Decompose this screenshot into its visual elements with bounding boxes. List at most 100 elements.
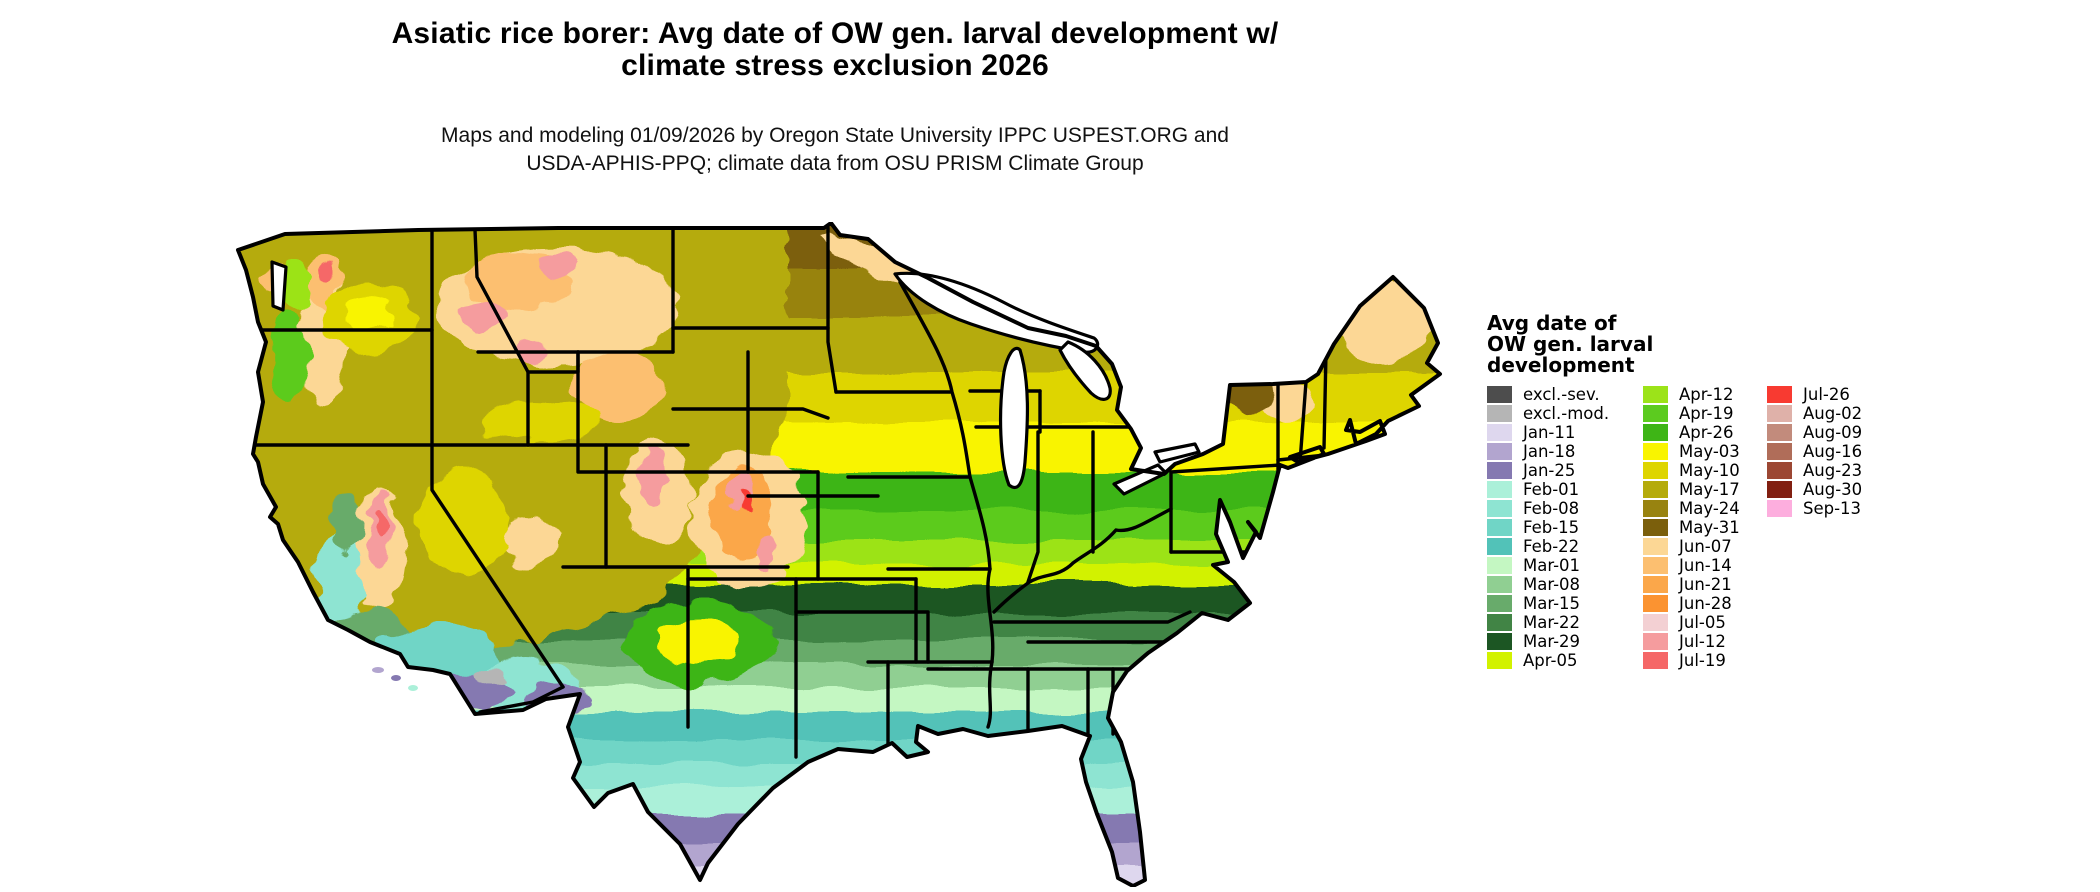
legend-label: Jan-25 [1523,461,1576,480]
legend-color-swatch [1487,481,1512,498]
legend-color-swatch [1487,614,1512,631]
legend-color-swatch [1643,481,1668,498]
legend-row: Jan-11 [1487,423,1643,442]
legend-row: Mar-15 [1487,594,1643,613]
legend-row: Mar-29 [1487,632,1643,651]
legend-label: Jan-11 [1523,423,1576,442]
legend-label: Sep-13 [1803,499,1862,518]
legend-label: May-10 [1679,461,1740,480]
legend-label: Apr-12 [1679,385,1734,404]
legend-row: Mar-08 [1487,575,1643,594]
legend-label: Aug-23 [1803,461,1863,480]
legend-label: Jun-28 [1679,594,1732,613]
legend-color-swatch [1643,443,1668,460]
legend-color-swatch [1643,557,1668,574]
title-line-1: Asiatic rice borer: Avg date of OW gen. … [391,17,1279,50]
puget-sound [270,260,288,312]
us-choropleth-map [228,221,1458,888]
channel-islands [372,667,418,691]
legend-row: Sep-13 [1767,499,1907,518]
legend-row: Jun-21 [1643,575,1767,594]
legend-columns: excl.-sev. excl.-mod. Jan-11 Jan-18 Jan-25 Fe… [1487,385,1957,670]
legend-color-swatch [1487,633,1512,650]
legend-row: Jan-18 [1487,442,1643,461]
legend-row: Mar-01 [1487,556,1643,575]
legend-color-swatch [1643,462,1668,479]
legend-row: excl.-mod. [1487,404,1643,423]
lake-huron [1058,340,1112,401]
legend-color-swatch [1767,500,1792,517]
legend-label: Jun-07 [1679,537,1732,556]
legend-row: Jul-26 [1767,385,1907,404]
legend-color-swatch [1487,595,1512,612]
legend-row: Aug-30 [1767,480,1907,499]
legend-column-3: Jul-26 Aug-02 Aug-09 Aug-16 Aug-23 Aug-30 Sep-… [1767,385,1907,670]
legend-row: Jun-28 [1643,594,1767,613]
legend-label: Mar-01 [1523,556,1581,575]
legend-color-swatch [1487,557,1512,574]
legend-label: excl.-sev. [1523,385,1600,404]
legend-row: May-17 [1643,480,1767,499]
legend-color-swatch [1643,614,1668,631]
legend-color-swatch [1643,519,1668,536]
legend-color-swatch [1643,386,1668,403]
legend-color-swatch [1487,405,1512,422]
legend-column-2: Apr-12 Apr-19 Apr-26 May-03 May-10 May-17 May-… [1643,385,1767,670]
legend-label: Apr-05 [1523,651,1578,670]
lake-michigan [998,346,1030,490]
legend-color-swatch [1767,462,1792,479]
legend-label: May-31 [1679,518,1740,537]
legend-row: Jul-12 [1643,632,1767,651]
legend-label: May-24 [1679,499,1740,518]
legend-label: Mar-08 [1523,575,1581,594]
legend-color-swatch [1487,576,1512,593]
legend-label: Mar-15 [1523,594,1581,613]
legend-label: Mar-22 [1523,613,1581,632]
legend-label: May-03 [1679,442,1740,461]
legend-label: Feb-15 [1523,518,1580,537]
legend-row: Apr-12 [1643,385,1767,404]
legend-row: Feb-15 [1487,518,1643,537]
legend-label: Mar-29 [1523,632,1581,651]
legend-row: May-31 [1643,518,1767,537]
subtitle-line-1: Maps and modeling 01/09/2026 by Oregon S… [441,124,1229,147]
legend-color-swatch [1487,424,1512,441]
legend-label: Jul-26 [1803,385,1850,404]
legend-row: May-03 [1643,442,1767,461]
legend-row: Aug-09 [1767,423,1907,442]
legend-color-swatch [1643,424,1668,441]
legend-color-swatch [1487,519,1512,536]
legend-row: Jun-14 [1643,556,1767,575]
legend-color-swatch [1643,595,1668,612]
legend-label: Feb-01 [1523,480,1580,499]
legend-color-swatch [1487,462,1512,479]
map-legend: Avg date of OW gen. larval development e… [1487,313,1957,670]
legend-color-swatch [1487,386,1512,403]
legend-column-1: excl.-sev. excl.-mod. Jan-11 Jan-18 Jan-25 Fe… [1487,385,1643,670]
legend-row: Apr-19 [1643,404,1767,423]
legend-label: Jul-05 [1679,613,1726,632]
map-subtitle: Maps and modeling 01/09/2026 by Oregon S… [170,122,1500,178]
legend-label: Feb-22 [1523,537,1580,556]
legend-row: Feb-08 [1487,499,1643,518]
legend-row: Aug-23 [1767,461,1907,480]
legend-label: Jul-19 [1679,651,1726,670]
legend-label: Jun-21 [1679,575,1732,594]
legend-label: Apr-26 [1679,423,1734,442]
legend-color-swatch [1767,481,1792,498]
subtitle-line-2: USDA-APHIS-PPQ; climate data from OSU PR… [526,152,1144,175]
legend-label: Aug-30 [1803,480,1863,499]
title-line-2: climate stress exclusion 2026 [621,49,1049,82]
legend-title: Avg date of OW gen. larval development [1487,311,1654,377]
legend-label: Jul-12 [1679,632,1726,651]
legend-row: Feb-22 [1487,537,1643,556]
legend-color-swatch [1767,405,1792,422]
legend-row: Aug-16 [1767,442,1907,461]
legend-color-swatch [1767,386,1792,403]
legend-row: Aug-02 [1767,404,1907,423]
legend-label: Feb-08 [1523,499,1580,518]
legend-color-swatch [1487,500,1512,517]
legend-label: Aug-16 [1803,442,1863,461]
lake-ontario [1153,442,1201,464]
